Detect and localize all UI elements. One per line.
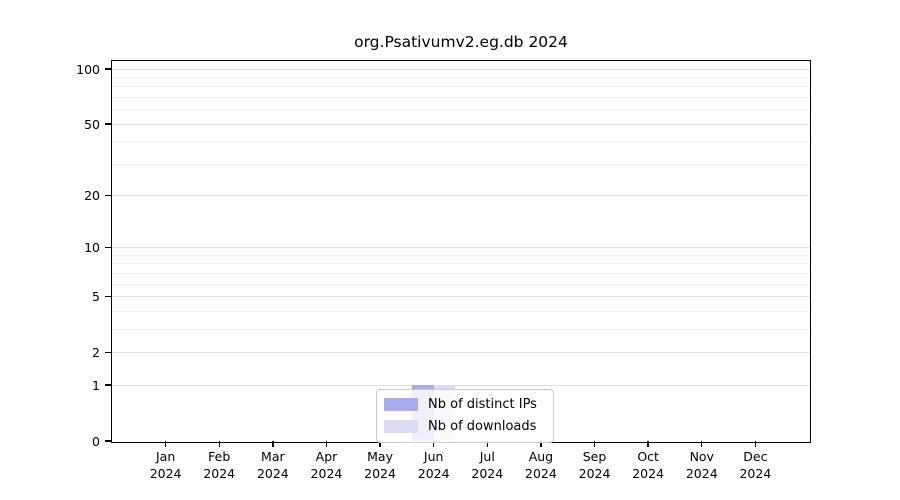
y-gridline-major [112, 351, 809, 353]
y-gridline-major [112, 68, 809, 70]
x-tick-label: Dec 2024 [723, 448, 787, 482]
y-tick-label: 1 [92, 377, 100, 393]
x-tick-year: 2024 [525, 466, 557, 481]
x-tick-year: 2024 [685, 466, 718, 481]
x-tick [701, 441, 703, 447]
y-gridline-minor [112, 283, 809, 285]
x-tick-month: Nov [689, 449, 714, 464]
x-tick-label: Oct 2024 [616, 448, 680, 482]
y-gridline-major [112, 123, 809, 125]
x-tick-label: Aug 2024 [509, 448, 573, 482]
y-tick-label: 20 [84, 188, 100, 204]
x-tick-month: Jun [423, 449, 444, 464]
x-tick-year: 2024 [310, 466, 343, 481]
y-gridline-minor [112, 109, 809, 111]
y-gridline-minor [112, 76, 809, 78]
x-tick-label: Jul 2024 [455, 448, 519, 482]
x-tick-label: Jun 2024 [402, 448, 466, 482]
y-tick [104, 123, 111, 125]
x-tick-year: 2024 [203, 466, 236, 481]
x-tick-label: Mar 2024 [241, 448, 305, 482]
y-gridline-minor [112, 96, 809, 98]
y-gridline-major [112, 384, 809, 386]
y-gridline-major [112, 296, 809, 298]
x-tick-month: Apr [315, 449, 338, 464]
x-tick [325, 441, 328, 447]
x-tick-year: 2024 [364, 466, 396, 481]
x-tick [164, 441, 167, 447]
x-tick-month: May [367, 449, 393, 464]
y-tick [104, 194, 111, 197]
legend-label-downloads: Nb of downloads [428, 419, 537, 434]
x-tick-month: Jan [155, 449, 176, 464]
x-tick-month: Aug [528, 449, 554, 464]
x-tick [540, 441, 542, 447]
x-tick [754, 441, 757, 447]
x-tick-year: 2024 [739, 466, 772, 481]
legend-item-downloads: Nb of downloads [384, 418, 545, 435]
x-tick-label: Nov 2024 [670, 448, 734, 482]
y-tick-label: 50 [84, 116, 100, 132]
y-tick-label: 2 [92, 344, 100, 360]
x-tick-label: May 2024 [348, 448, 412, 482]
y-gridline-minor [112, 163, 809, 165]
x-tick-year: 2024 [417, 466, 450, 481]
legend-swatch-distinct-ips [384, 398, 418, 411]
y-gridline-minor [112, 86, 809, 88]
x-tick-label: Apr 2024 [294, 448, 358, 482]
chart-title: org.Psativumv2.eg.db 2024 [354, 33, 568, 51]
y-tick [104, 440, 111, 442]
x-tick [272, 441, 274, 447]
x-tick [593, 441, 596, 447]
y-tick [104, 68, 111, 70]
x-tick [379, 441, 381, 447]
x-tick-label: Feb 2024 [187, 448, 251, 482]
y-gridline-minor [112, 272, 809, 274]
legend-label-distinct-ips: Nb of distinct IPs [428, 397, 537, 412]
x-tick-label: Sep 2024 [563, 448, 627, 482]
plot-area: Nb of distinct IPs Nb of downloads 0 1 2 5 1… [76, 60, 811, 481]
legend-item-distinct-ips: Nb of distinct IPs [384, 396, 545, 413]
y-gridline-major [112, 247, 809, 249]
y-tick-label: 10 [84, 240, 100, 256]
y-gridline-major [112, 195, 809, 197]
legend-swatch-downloads [384, 420, 418, 433]
y-gridline-minor [112, 141, 809, 143]
x-tick [486, 441, 488, 447]
y-tick [104, 384, 111, 386]
x-tick-label: Jan 2024 [134, 448, 198, 482]
x-tick-year: 2024 [256, 466, 289, 481]
x-tick-year: 2024 [149, 466, 182, 481]
y-tick [104, 295, 111, 298]
legend: Nb of distinct IPs Nb of downloads [376, 389, 554, 443]
y-gridline-minor [112, 328, 809, 330]
x-tick-month: Feb [208, 449, 231, 464]
x-tick-month: Sep [582, 449, 607, 464]
x-tick [647, 441, 649, 447]
y-tick [104, 247, 111, 249]
x-tick-year: 2024 [471, 466, 504, 481]
y-gridline-minor [112, 254, 809, 256]
x-tick-month: Mar [261, 449, 285, 464]
y-tick-label: 100 [76, 61, 100, 77]
x-tick-month: Oct [637, 449, 659, 464]
x-tick-month: Jul [479, 449, 495, 464]
y-gridline-minor [112, 310, 809, 312]
x-tick [432, 441, 435, 447]
x-tick [218, 441, 220, 447]
x-tick-year: 2024 [632, 466, 665, 481]
x-tick-year: 2024 [578, 466, 611, 481]
y-tick-label: 5 [92, 289, 100, 305]
x-tick-month: Dec [743, 449, 768, 464]
y-tick [104, 351, 111, 354]
y-gridline-minor [112, 263, 809, 265]
y-tick-label: 0 [92, 433, 100, 449]
